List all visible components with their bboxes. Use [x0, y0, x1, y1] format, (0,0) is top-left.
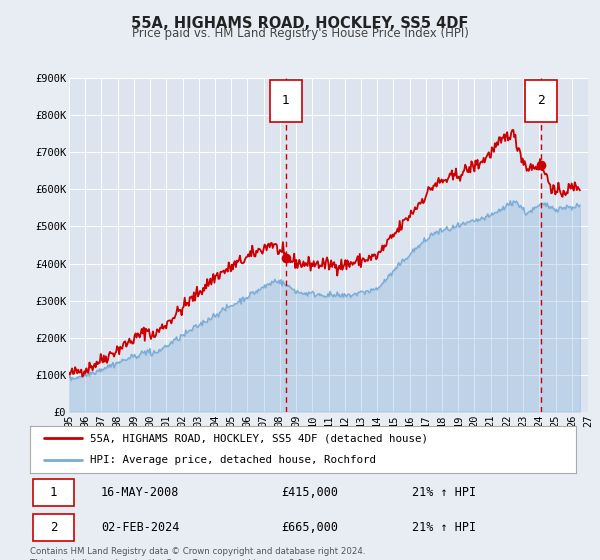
Text: 1: 1: [282, 95, 290, 108]
Text: 2: 2: [537, 95, 545, 108]
FancyBboxPatch shape: [33, 479, 74, 506]
Text: HPI: Average price, detached house, Rochford: HPI: Average price, detached house, Roch…: [90, 455, 376, 465]
Text: Contains HM Land Registry data © Crown copyright and database right 2024.: Contains HM Land Registry data © Crown c…: [30, 547, 365, 556]
Text: £665,000: £665,000: [281, 521, 338, 534]
Text: 16-MAY-2008: 16-MAY-2008: [101, 486, 179, 499]
Text: 55A, HIGHAMS ROAD, HOCKLEY, SS5 4DF: 55A, HIGHAMS ROAD, HOCKLEY, SS5 4DF: [131, 16, 469, 31]
Text: 21% ↑ HPI: 21% ↑ HPI: [412, 521, 476, 534]
Text: 21% ↑ HPI: 21% ↑ HPI: [412, 486, 476, 499]
Text: 2: 2: [50, 521, 57, 534]
Text: £415,000: £415,000: [281, 486, 338, 499]
Text: 02-FEB-2024: 02-FEB-2024: [101, 521, 179, 534]
FancyBboxPatch shape: [33, 515, 74, 542]
FancyBboxPatch shape: [525, 80, 557, 122]
Text: 55A, HIGHAMS ROAD, HOCKLEY, SS5 4DF (detached house): 55A, HIGHAMS ROAD, HOCKLEY, SS5 4DF (det…: [90, 433, 428, 444]
Text: 1: 1: [50, 486, 57, 499]
Text: This data is licensed under the Open Government Licence v3.0.: This data is licensed under the Open Gov…: [30, 559, 305, 560]
Text: Price paid vs. HM Land Registry's House Price Index (HPI): Price paid vs. HM Land Registry's House …: [131, 27, 469, 40]
FancyBboxPatch shape: [270, 80, 302, 122]
